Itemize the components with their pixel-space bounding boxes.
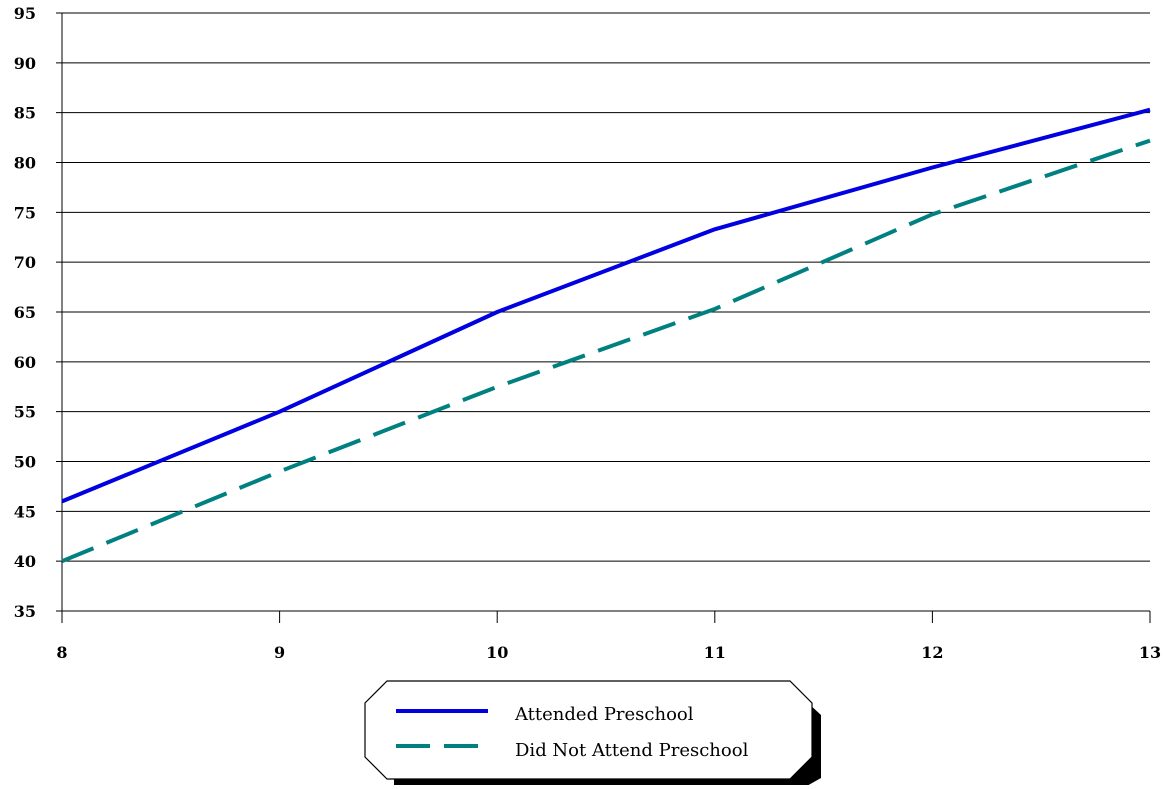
y-tick-label: 45: [14, 502, 36, 521]
x-tick-label: 11: [704, 643, 726, 662]
x-tick-label: 12: [921, 643, 943, 662]
legend-label-attended: Attended Preschool: [514, 704, 694, 725]
y-tick-label: 70: [14, 253, 36, 272]
axes: [61, 13, 1151, 623]
series-lines: [61, 107, 1151, 564]
x-tick-label: 8: [56, 643, 67, 662]
y-tick-label: 65: [14, 303, 36, 322]
x-tick-labels: 8 9 10 11 12 13: [56, 643, 1161, 662]
y-tick-label: 80: [14, 154, 36, 173]
series-line-1: [61, 138, 1151, 564]
gridlines: [56, 12, 1150, 612]
x-tick-label: 13: [1139, 643, 1161, 662]
y-tick-label: 90: [14, 54, 36, 73]
y-tick-label: 75: [14, 203, 36, 222]
x-tick-label: 10: [486, 643, 508, 662]
y-tick-label: 85: [14, 104, 36, 123]
y-tick-label: 40: [14, 552, 36, 571]
y-tick-label: 35: [14, 602, 36, 621]
y-tick-label: 50: [14, 453, 36, 472]
legend: Attended Preschool Did Not Attend Presch…: [364, 680, 821, 787]
y-tick-label: 95: [14, 4, 36, 23]
legend-label-not-attended: Did Not Attend Preschool: [515, 740, 749, 761]
y-tick-label: 60: [14, 353, 36, 372]
series-line-0: [61, 107, 1151, 504]
x-tick-label: 9: [274, 643, 285, 662]
legend-box: [364, 680, 813, 780]
y-tick-label: 55: [14, 403, 36, 422]
y-tick-labels: 35 40 45 50 55 60 65 70 75 80 85 90 95: [14, 4, 36, 621]
